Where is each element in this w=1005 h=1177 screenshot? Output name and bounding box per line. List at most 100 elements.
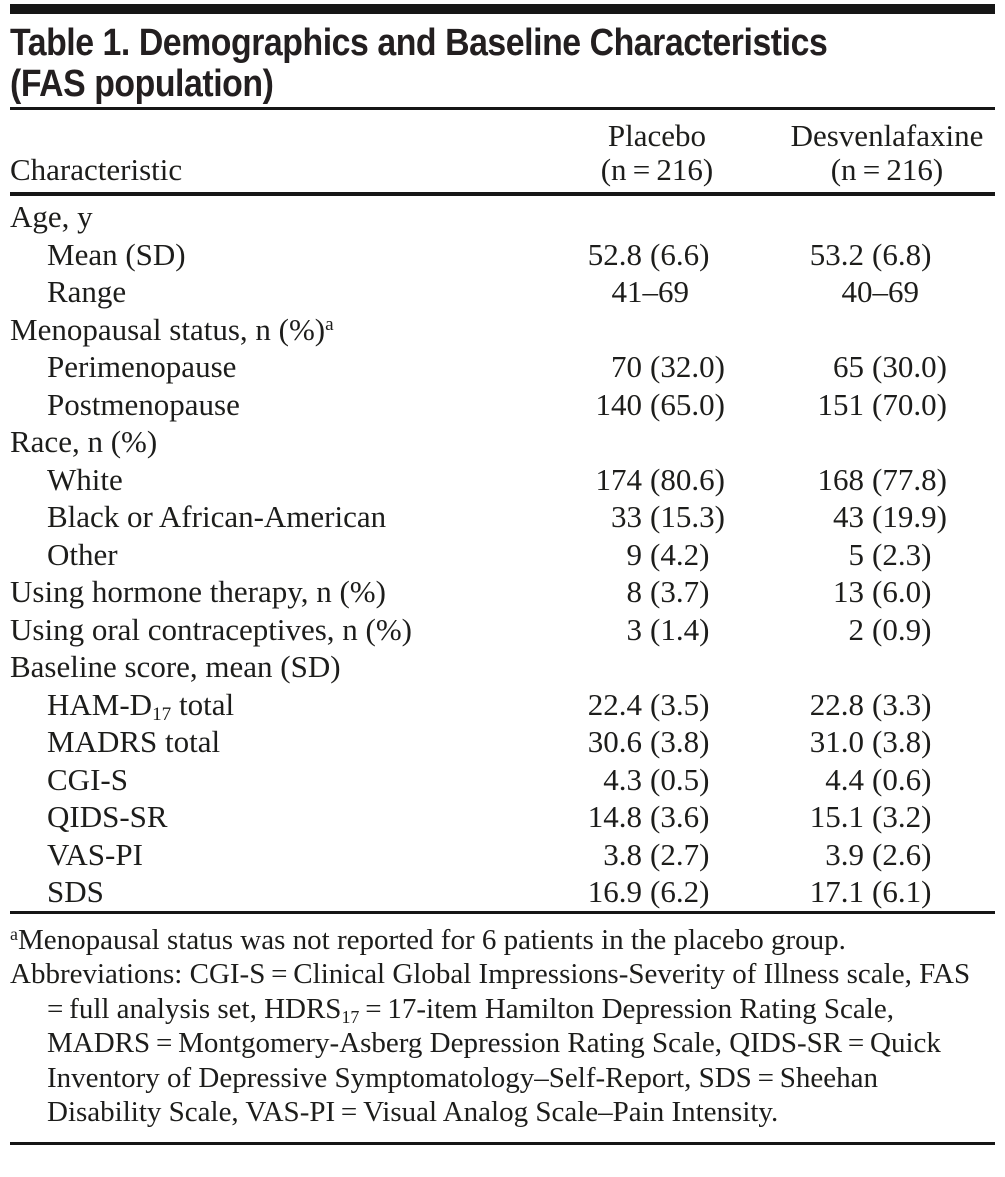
desvenlafaxine-value-n: 17.1 (809, 874, 864, 909)
placebo-value-n (545, 648, 650, 686)
desvenlafaxine-value-n (745, 198, 872, 236)
table-row: Black or African-American 33 (15.3) 43 (19… (0, 498, 1005, 536)
placebo-value-n (545, 198, 650, 236)
placebo-value-cell: 4.3 (0.5) (545, 761, 745, 799)
placebo-value-pct: (3.5) (650, 686, 710, 722)
placebo-value-cell: 30.6 (3.8) (545, 723, 745, 761)
row-label: Using hormone therapy, n (%) (10, 574, 386, 609)
row-label: Black or African-American (47, 499, 387, 534)
top-rule-bar (10, 4, 995, 14)
table-row: Range 41–69 40–69 (0, 273, 1005, 311)
desvenlafaxine-value-cell (745, 311, 995, 349)
placebo-value-cell: 70 (32.0) (545, 348, 745, 386)
table-row: SDS 16.9 (6.2) 17.1 (6.1) (0, 873, 1005, 911)
row-label: QIDS-SR (47, 799, 168, 834)
desvenlafaxine-value-cell (745, 423, 995, 461)
row-label: Menopausal status, n (%)a (10, 311, 334, 347)
row-label: Postmenopause (47, 386, 240, 422)
table-row: CGI-S 4.3 (0.5) 4.4 (0.6) (0, 761, 1005, 799)
characteristic-column-header: Characteristic (10, 152, 183, 187)
placebo-value-pct: (15.3) (650, 499, 725, 534)
row-label: Perimenopause (47, 349, 237, 384)
table-row: Perimenopause 70 (32.0) 65 (30.0) (0, 348, 1005, 386)
placebo-value-n: 174 (595, 461, 643, 497)
placebo-value-n: 14.8 (587, 799, 642, 834)
placebo-value-n: 9 (626, 536, 643, 572)
desvenlafaxine-value-cell: 3.9 (2.6) (745, 836, 995, 874)
desvenlafaxine-value-cell: 4.4 (0.6) (745, 761, 995, 799)
desvenlafaxine-value-cell: 2 (0.9) (745, 611, 995, 649)
body-footnote-divider (10, 910, 995, 914)
row-label: White (47, 461, 123, 497)
desvenlafaxine-value-pct: (3.8) (872, 724, 932, 759)
table-row: Using oral contraceptives, n (%) 3 (1.4) … (0, 611, 1005, 649)
desvenlafaxine-value-n: 13 (833, 574, 864, 609)
desvenlafaxine-value-pct: (6.0) (872, 574, 932, 609)
placebo-value-pct: (6.2) (650, 874, 710, 909)
table-row: Postmenopause 140 (65.0) 151 (70.0) (0, 386, 1005, 424)
desvenlafaxine-value-n: 22.8 (809, 686, 864, 722)
placebo-value-n (545, 311, 650, 349)
desvenlafaxine-group-n: (n = 216) (830, 152, 944, 187)
row-label: CGI-S (47, 761, 128, 797)
desvenlafaxine-value-pct (872, 311, 963, 349)
placebo-value-cell (545, 648, 745, 686)
desvenlafaxine-value-n: 53.2 (809, 236, 864, 272)
placebo-value-cell (545, 198, 745, 236)
desvenlafaxine-value-pct: (77.8) (872, 461, 947, 497)
placebo-value-pct: (32.0) (650, 349, 725, 384)
table-row: Baseline score, mean (SD) (0, 648, 1005, 686)
desvenlafaxine-value-cell: 13 (6.0) (745, 573, 995, 611)
placebo-value-n: 16.9 (587, 874, 642, 909)
row-label: Using oral contraceptives, n (%) (10, 611, 413, 647)
desvenlafaxine-value-pct (872, 198, 963, 236)
desvenlafaxine-value-cell: 5 (2.3) (745, 536, 995, 574)
desvenlafaxine-value-pct: (2.3) (872, 536, 932, 572)
table-row: MADRS total 30.6 (3.8) 31.0 (3.8) (0, 723, 1005, 761)
row-label: Other (47, 536, 118, 572)
placebo-value-pct: (2.7) (650, 836, 710, 872)
placebo-value-cell: 22.4 (3.5) (545, 686, 745, 724)
desvenlafaxine-value-pct (927, 273, 963, 311)
row-label: Age, y (10, 199, 93, 234)
table-row: White 174 (80.6) 168 (77.8) (0, 461, 1005, 499)
table-row: Using hormone therapy, n (%) 8 (3.7) 13 (6… (0, 573, 1005, 611)
placebo-value-pct (650, 648, 745, 686)
desvenlafaxine-value-n: 15.1 (809, 799, 864, 834)
table-row: Other 9 (4.2) 5 (2.3) (0, 536, 1005, 574)
desvenlafaxine-value-pct: (0.6) (872, 761, 932, 797)
placebo-value-n: 3.8 (603, 836, 642, 872)
table-row: Mean (SD) 52.8 (6.6) 53.2 (6.8) (0, 236, 1005, 274)
placebo-value-pct: (65.0) (650, 386, 725, 422)
placebo-value-pct: (3.7) (650, 574, 710, 609)
desvenlafaxine-value-n: 65 (833, 349, 864, 384)
desvenlafaxine-value-n: 2 (848, 611, 865, 647)
desvenlafaxine-value-n: 40–69 (841, 274, 920, 309)
row-label: VAS-PI (47, 836, 143, 872)
table-row: Age, y (0, 198, 1005, 236)
desvenlafaxine-value-pct (872, 648, 963, 686)
desvenlafaxine-value-cell: 151 (70.0) (745, 386, 995, 424)
row-label: Range (47, 274, 127, 309)
desvenlafaxine-value-n: 5 (848, 536, 865, 572)
row-label: Race, n (%) (10, 424, 158, 459)
desvenlafaxine-value-cell: 65 (30.0) (745, 348, 995, 386)
placebo-value-n (545, 423, 650, 461)
desvenlafaxine-value-n: 151 (817, 386, 865, 422)
desvenlafaxine-column-header: Desvenlafaxine (n = 216) (745, 119, 995, 187)
desvenlafaxine-value-cell: 22.8 (3.3) (745, 686, 995, 724)
title-divider (10, 107, 995, 110)
desvenlafaxine-value-cell: 43 (19.9) (745, 498, 995, 536)
placebo-value-cell: 33 (15.3) (545, 498, 745, 536)
desvenlafaxine-value-n: 3.9 (825, 836, 864, 872)
placebo-value-n: 140 (595, 386, 643, 422)
placebo-value-n: 70 (611, 349, 642, 384)
row-label: Mean (SD) (47, 236, 186, 272)
placebo-value-pct (650, 311, 745, 349)
placebo-value-n: 4.3 (603, 761, 642, 797)
placebo-value-cell (545, 423, 745, 461)
placebo-value-n: 41–69 (611, 274, 690, 309)
placebo-value-n: 30.6 (587, 724, 642, 759)
placebo-value-cell: 52.8 (6.6) (545, 236, 745, 274)
